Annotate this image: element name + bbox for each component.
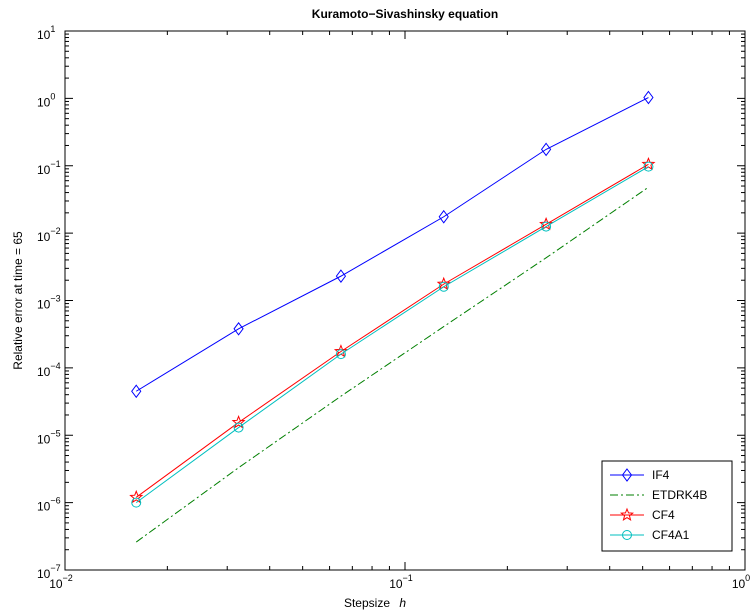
- data-point-cf4a1: [335, 349, 346, 360]
- x-tick-label-base: 10: [389, 577, 403, 591]
- y-tick-label: 10−1: [37, 159, 61, 177]
- x-tick-label-exponent: 0: [745, 573, 750, 583]
- x-tick-label: 10−2: [49, 573, 73, 591]
- legend-entry: CF4: [610, 507, 675, 522]
- y-tick-label-base: 10: [37, 28, 51, 42]
- legend: IF4 ETDRK4B CF4 CF4A1: [601, 460, 733, 552]
- legend-marker: [621, 468, 633, 482]
- y-tick-label-exponent: −3: [50, 294, 60, 304]
- y-tick-label-exponent: 1: [50, 24, 55, 34]
- x-tick-label-base: 10: [732, 577, 746, 591]
- x-tick-label: 10−1: [389, 573, 413, 591]
- y-tick-label-base: 10: [37, 500, 51, 514]
- data-point-cf4: [231, 415, 246, 429]
- series-line-if4: [135, 97, 649, 392]
- series-etdrk4b: [135, 186, 649, 543]
- data-point-cf4a1: [438, 281, 449, 292]
- y-tick-label-exponent: −2: [50, 226, 60, 236]
- y-tick-label-base: 10: [37, 567, 51, 581]
- legend-entry: ETDRK4B: [610, 488, 707, 502]
- data-point-if4: [643, 90, 654, 105]
- y-tick-label-base: 10: [37, 365, 51, 379]
- y-tick-label: 10−4: [37, 361, 61, 379]
- y-tick-label: 10−6: [37, 496, 61, 514]
- y-tick-label-exponent: 0: [50, 91, 55, 101]
- legend-label: IF4: [652, 468, 670, 482]
- y-tick-label: 10−2: [37, 226, 61, 244]
- series-if4: [131, 90, 654, 399]
- y-tick-label: 101: [37, 24, 55, 42]
- series-line-cf4a1: [135, 166, 649, 504]
- y-tick-label-base: 10: [37, 163, 51, 177]
- data-point-if4: [233, 321, 244, 336]
- y-tick-label-exponent: −5: [50, 428, 60, 438]
- data-point-if4: [335, 269, 347, 283]
- x-tick-label-exponent: −2: [63, 573, 73, 583]
- legend-label: CF4A1: [652, 528, 690, 542]
- y-tick-label-exponent: −6: [50, 496, 60, 506]
- y-tick-label-exponent: −4: [50, 361, 60, 371]
- data-point-cf4a1: [643, 161, 654, 172]
- chart-title: Kuramoto−Sivashinsky equation: [312, 7, 498, 21]
- legend-entry: CF4A1: [610, 528, 690, 542]
- data-point-if4: [540, 142, 552, 157]
- y-tick-label-exponent: −7: [50, 563, 60, 573]
- y-axis-label: Relative error at time = 65: [11, 231, 25, 370]
- y-tick-label-base: 10: [37, 230, 51, 244]
- y-tick-label: 100: [37, 91, 55, 109]
- y-tick-label-exponent: −1: [50, 159, 60, 169]
- y-tick-label-base: 10: [37, 95, 51, 109]
- y-tick-label-base: 10: [37, 298, 51, 312]
- x-axis-label-text: Stepsize: [344, 596, 390, 610]
- legend-entry: IF4: [610, 468, 670, 482]
- legend-marker: [622, 530, 632, 540]
- x-tick-label-exponent: −1: [403, 573, 413, 583]
- legend-label: CF4: [652, 508, 675, 522]
- y-tick-label: 10−5: [37, 428, 61, 446]
- data-point-cf4: [129, 489, 144, 504]
- data-point-if4: [438, 209, 449, 224]
- y-tick-label-base: 10: [37, 432, 51, 446]
- data-point-cf4a1: [131, 497, 142, 508]
- x-tick-label: 100: [732, 573, 750, 591]
- legend-label: ETDRK4B: [652, 488, 707, 502]
- legend-marker: [619, 507, 635, 521]
- data-point-cf4a1: [233, 422, 244, 433]
- x-axis: 10−2 10−1 100: [49, 31, 750, 591]
- data-point-cf4a1: [541, 221, 552, 232]
- y-tick-label: 10−7: [37, 563, 61, 581]
- series-line-cf4: [135, 163, 649, 498]
- data-point-if4: [131, 384, 142, 399]
- x-axis-label-variable: h: [399, 596, 406, 610]
- x-tick-label-base: 10: [49, 577, 63, 591]
- series-line-etdrk4b: [135, 186, 649, 543]
- y-tick-label: 10−3: [37, 294, 61, 312]
- x-axis-label: Stepsize h: [344, 596, 406, 610]
- series-layer: [129, 90, 656, 543]
- series-cf4a1: [131, 161, 654, 508]
